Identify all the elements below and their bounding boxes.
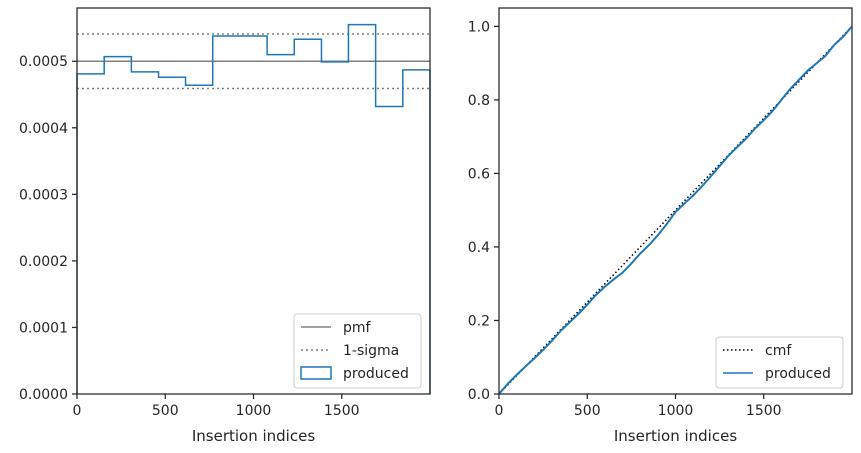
y-tick-label: 0.4 — [468, 240, 490, 256]
legend-label: cmf — [765, 343, 792, 359]
y-tick-label: 0.0 — [468, 387, 490, 403]
legend-label: pmf — [343, 320, 372, 336]
y-tick-label: 0.0003 — [19, 187, 68, 203]
y-tick-label: 0.0005 — [19, 54, 68, 70]
x-tick-label: 1500 — [324, 403, 360, 419]
x-tick-label: 500 — [574, 403, 601, 419]
y-tick-label: 0.0004 — [19, 121, 68, 137]
x-tick-label: 1500 — [746, 403, 782, 419]
legend-label: produced — [765, 366, 831, 382]
legend-handle-produced — [300, 366, 332, 380]
x-tick-label: 1000 — [236, 403, 272, 419]
x-tick-label: 1000 — [658, 403, 694, 419]
series-produced-step — [76, 23, 431, 394]
x-tick-label: 0 — [73, 403, 82, 419]
y-tick-label: 0.0000 — [19, 387, 68, 403]
series-produced-line — [498, 25, 853, 395]
x-tick-label: 0 — [495, 403, 504, 419]
legend-box — [293, 313, 422, 389]
y-tick-label: 1.0 — [468, 19, 490, 35]
histogram-panel: 0 500 1000 1500 0.0000 0.0001 0.0002 0.0003 0.00… — [19, 7, 431, 445]
y-tick-label: 0.6 — [468, 166, 490, 182]
x-tick-label: 500 — [152, 403, 179, 419]
cumulative-panel: 0 500 1000 1500 0.0 0.2 0.4 0.6 0.8 1.0 Insertion … — [468, 7, 853, 445]
x-axis-label: Insertion indices — [614, 427, 737, 445]
y-tick-label: 0.8 — [468, 93, 490, 109]
y-tick-label: 0.0002 — [19, 254, 68, 270]
y-tick-label: 0.0001 — [19, 320, 68, 336]
legend-label: produced — [343, 366, 409, 382]
plot-frame — [498, 7, 853, 395]
x-axis-label: Insertion indices — [192, 427, 315, 445]
legend-label: 1-sigma — [343, 343, 399, 359]
y-tick-label: 0.2 — [468, 313, 490, 329]
